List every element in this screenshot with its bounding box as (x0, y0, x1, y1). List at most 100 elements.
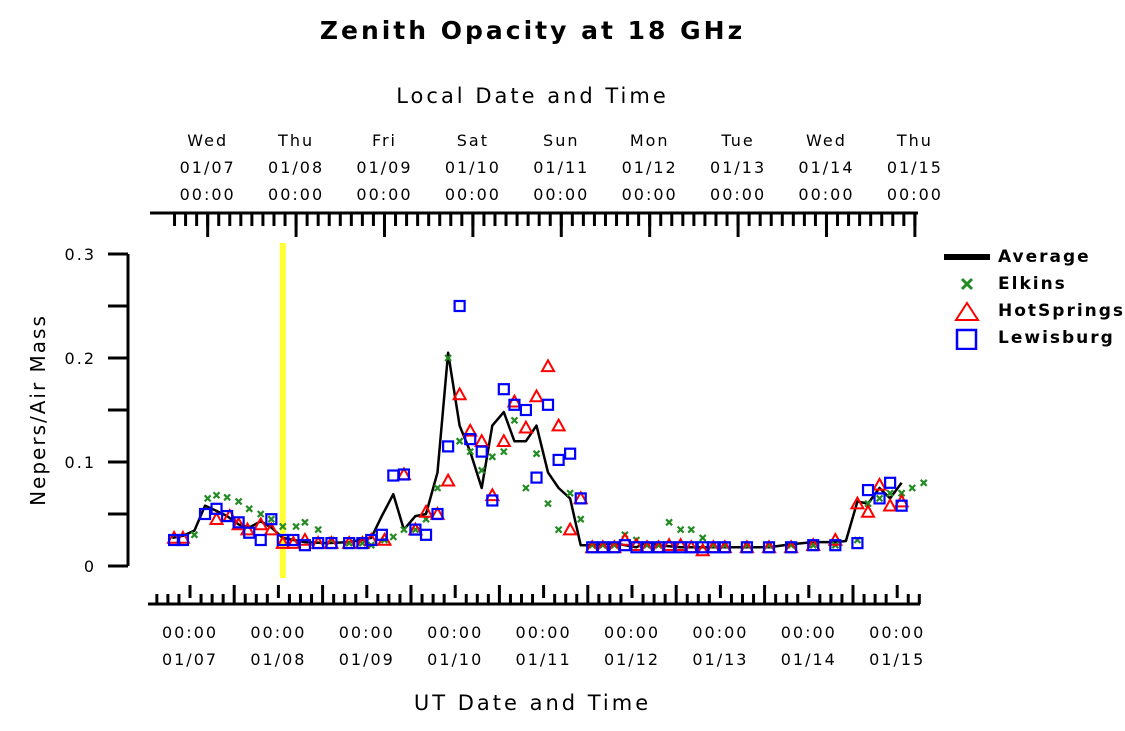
legend-label-hotsprings: HotSprings (998, 301, 1125, 321)
bottom-tick-time: 00:00 (516, 623, 572, 642)
data-point-hotsprings (474, 433, 490, 447)
data-point-hotsprings (550, 417, 567, 432)
data-point-elkins (212, 491, 221, 500)
data-point-lewisburg (287, 533, 300, 547)
top-tick-date: 01/07 (180, 158, 236, 177)
bottom-tick-date: 01/09 (339, 650, 395, 669)
top-tick-date: 01/15 (887, 158, 943, 177)
top-tick-date: 01/14 (798, 158, 854, 177)
data-point-hotsprings (860, 503, 876, 518)
data-point-elkins (510, 416, 519, 425)
data-point-lewisburg (442, 440, 455, 453)
data-point-hotsprings (882, 497, 898, 512)
y-tick-label: 0 (84, 557, 96, 576)
data-point-lewisburg (198, 507, 212, 521)
data-point-lewisburg (895, 499, 908, 512)
data-point-elkins (897, 489, 906, 497)
data-point-lewisburg (254, 533, 267, 547)
legend-label-elkins: Elkins (998, 274, 1067, 294)
top-tick-date: 01/11 (533, 158, 589, 177)
data-point-elkins (698, 534, 707, 542)
data-point-lewisburg (640, 541, 654, 554)
data-point-lewisburg (884, 476, 897, 489)
top-tick-weekday: Sun (543, 131, 579, 150)
data-point-lewisburg (397, 468, 411, 481)
data-point-elkins (864, 499, 872, 508)
data-point-elkins (314, 525, 322, 534)
top-tick-date: 01/13 (710, 158, 766, 177)
data-point-elkins (203, 494, 212, 503)
bottom-tick-time: 00:00 (604, 623, 660, 642)
data-point-elkins (875, 494, 884, 503)
bottom-axis-title: UT Date and Time (413, 691, 652, 715)
data-point-lewisburg (519, 403, 533, 417)
data-point-lewisburg (243, 526, 256, 539)
data-point-elkins (389, 533, 398, 541)
data-point-elkins (554, 525, 563, 534)
data-point-hotsprings (275, 535, 291, 549)
data-point-hotsprings (418, 503, 434, 518)
data-point-elkins (190, 531, 199, 539)
top-tick-date: 01/08 (268, 158, 324, 177)
data-point-lewisburg (232, 516, 245, 529)
data-point-lewisburg (464, 433, 477, 446)
data-point-hotsprings (496, 433, 512, 447)
top-axis-title: Local Date and Time (396, 84, 669, 108)
bottom-tick-time: 00:00 (781, 623, 837, 642)
legend-label-lewisburg: Lewisburg (998, 328, 1115, 348)
top-tick-weekday: Wed (806, 131, 847, 150)
bottom-tick-date: 01/15 (869, 650, 925, 669)
data-point-lewisburg (419, 528, 433, 541)
top-tick-time: 00:00 (533, 185, 589, 204)
top-tick-time: 00:00 (798, 185, 854, 204)
bottom-tick-date: 01/07 (162, 650, 218, 669)
data-point-lewisburg (851, 537, 864, 550)
data-point-lewisburg (387, 469, 400, 482)
top-tick-date: 01/12 (622, 158, 678, 177)
bottom-tick-time: 00:00 (427, 623, 483, 642)
data-point-lewisburg (564, 447, 577, 460)
data-point-lewisburg (497, 383, 510, 396)
data-point-hotsprings (628, 537, 645, 551)
top-tick-time: 00:00 (356, 185, 412, 204)
bottom-tick-time: 00:00 (692, 623, 748, 642)
bottom-tick-time: 00:00 (869, 623, 925, 642)
data-point-lewisburg (574, 492, 587, 505)
data-point-lewisburg (375, 528, 388, 541)
data-point-elkins (886, 489, 894, 497)
bottom-tick-date: 01/12 (604, 650, 660, 669)
data-point-elkins (444, 354, 452, 362)
data-point-elkins (301, 518, 309, 527)
data-point-lewisburg (873, 492, 886, 505)
data-point-lewisburg (343, 537, 356, 550)
bottom-tick-date: 01/10 (427, 650, 483, 669)
data-point-elkins (665, 518, 673, 527)
data-point-elkins (522, 484, 530, 492)
data-point-lewisburg (265, 513, 278, 526)
data-point-elkins (292, 522, 300, 531)
data-point-lewisburg (807, 539, 820, 552)
y-tick-label: 0.3 (65, 245, 96, 264)
legend-swatch-hotsprings (954, 301, 980, 321)
legend-swatch-lewisburg (955, 328, 978, 350)
data-point-lewisburg (663, 541, 676, 554)
top-tick-time: 00:00 (622, 185, 678, 204)
data-point-lewisburg (356, 537, 369, 550)
data-point-lewisburg (618, 539, 632, 552)
data-point-hotsprings (672, 537, 689, 551)
data-point-lewisburg (785, 541, 798, 554)
top-tick-weekday: Fri (372, 131, 397, 150)
data-point-elkins (576, 515, 585, 523)
data-point-lewisburg (740, 541, 754, 554)
top-tick-weekday: Wed (187, 131, 228, 150)
legend-swatch-average (944, 254, 990, 260)
data-point-elkins (687, 525, 696, 534)
top-tick-time: 00:00 (887, 185, 943, 204)
data-point-lewisburg (486, 494, 499, 507)
bottom-tick-time: 00:00 (162, 623, 218, 642)
data-point-hotsprings (285, 535, 302, 549)
data-point-hotsprings (462, 422, 478, 437)
y-tick-label: 0.1 (65, 453, 96, 472)
data-point-lewisburg (453, 299, 466, 313)
